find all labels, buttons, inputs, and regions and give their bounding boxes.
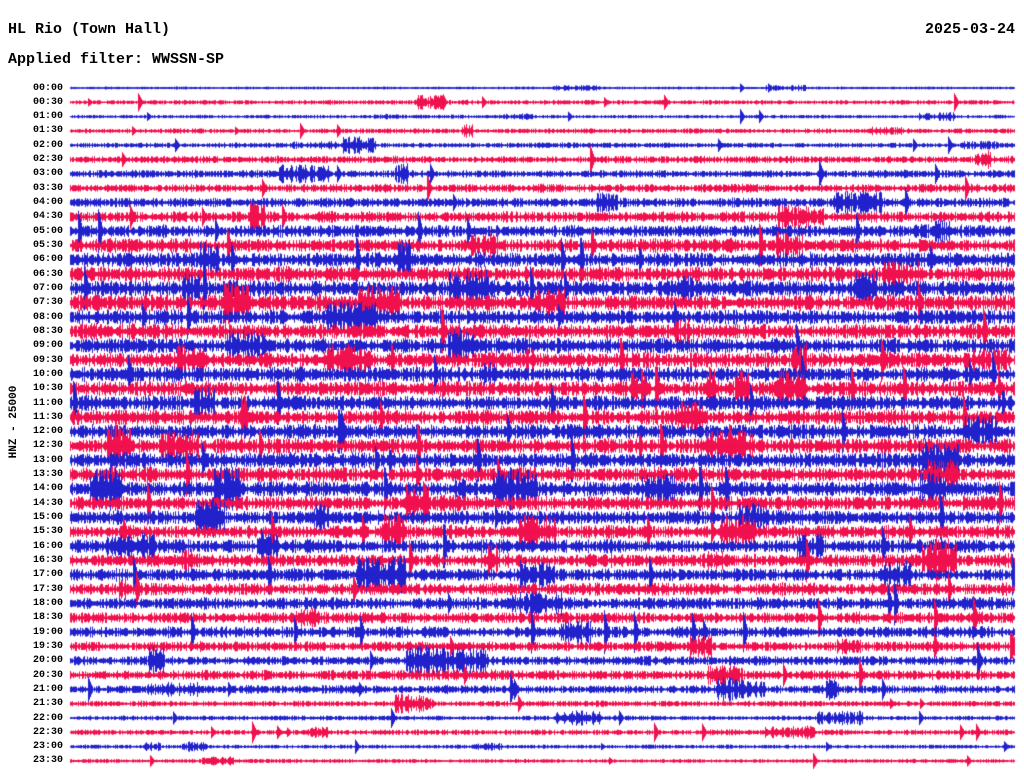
trace-time-label: 20:00: [32, 655, 63, 667]
trace-time-label: 08:00: [32, 311, 63, 323]
trace-time-label: 13:30: [32, 469, 63, 481]
trace-time-label: 20:30: [32, 669, 63, 681]
trace-time-label: 23:30: [32, 755, 63, 767]
trace-time-label: 06:00: [32, 254, 63, 266]
trace-time-label: 18:30: [32, 612, 63, 624]
time-label-column: 00:00 00:30 01:00 01:30 02:00 02:30 03:00 03:30…: [0, 0, 66, 780]
trace-time-label: 15:00: [32, 512, 63, 524]
trace-time-label: 05:30: [32, 240, 63, 251]
trace-time-label: 07:30: [32, 297, 63, 309]
trace-time-label: 10:30: [32, 383, 63, 395]
trace-time-label: 09:00: [32, 340, 63, 352]
trace-time-label: 21:00: [32, 683, 63, 695]
trace-time-label: 03:30: [32, 182, 63, 194]
trace-time-label: 14:30: [32, 497, 63, 509]
trace-time-label: 16:30: [32, 555, 63, 567]
trace-time-label: 06:30: [32, 268, 63, 280]
trace-time-label: 19:30: [32, 640, 63, 652]
trace-time-label: 01:30: [32, 125, 63, 137]
trace-time-label: 21:30: [32, 698, 63, 710]
trace-time-label: 11:30: [32, 411, 63, 423]
trace-time-label: 17:00: [32, 569, 63, 581]
trace-time-label: 22:00: [32, 712, 63, 724]
trace-time-label: 08:30: [32, 325, 63, 337]
trace-time-label: 13:00: [32, 454, 63, 466]
trace-time-label: 16:00: [32, 540, 63, 552]
trace-time-label: 00:00: [32, 82, 63, 94]
trace-time-label: 17:30: [32, 583, 63, 595]
trace-time-label: 15:30: [32, 526, 63, 538]
trace-time-label: 04:30: [32, 211, 63, 223]
trace-time-label: 11:00: [32, 397, 63, 409]
trace-time-label: 18:00: [32, 597, 63, 609]
trace-time-label: 12:00: [32, 426, 63, 438]
trace-time-label: 00:30: [32, 96, 63, 108]
trace-time-label: 02:00: [32, 139, 63, 151]
trace-time-label: 05:00: [32, 225, 63, 237]
trace-time-label: 12:30: [32, 440, 63, 452]
trace-time-label: 09:30: [32, 354, 63, 366]
trace-time-label: 01:00: [32, 111, 63, 123]
trace-time-label: 19:00: [32, 626, 63, 638]
trace-time-label: 10:00: [32, 368, 63, 380]
trace-time-label: 14:00: [32, 483, 63, 495]
trace-time-label: 22:30: [32, 726, 63, 738]
trace-time-label: 07:00: [32, 282, 63, 294]
trace-time-label: 23:00: [32, 741, 63, 753]
trace-time-label: 03:00: [32, 168, 63, 180]
trace-time-label: 02:30: [32, 154, 63, 166]
trace-time-label: 04:00: [32, 197, 63, 209]
